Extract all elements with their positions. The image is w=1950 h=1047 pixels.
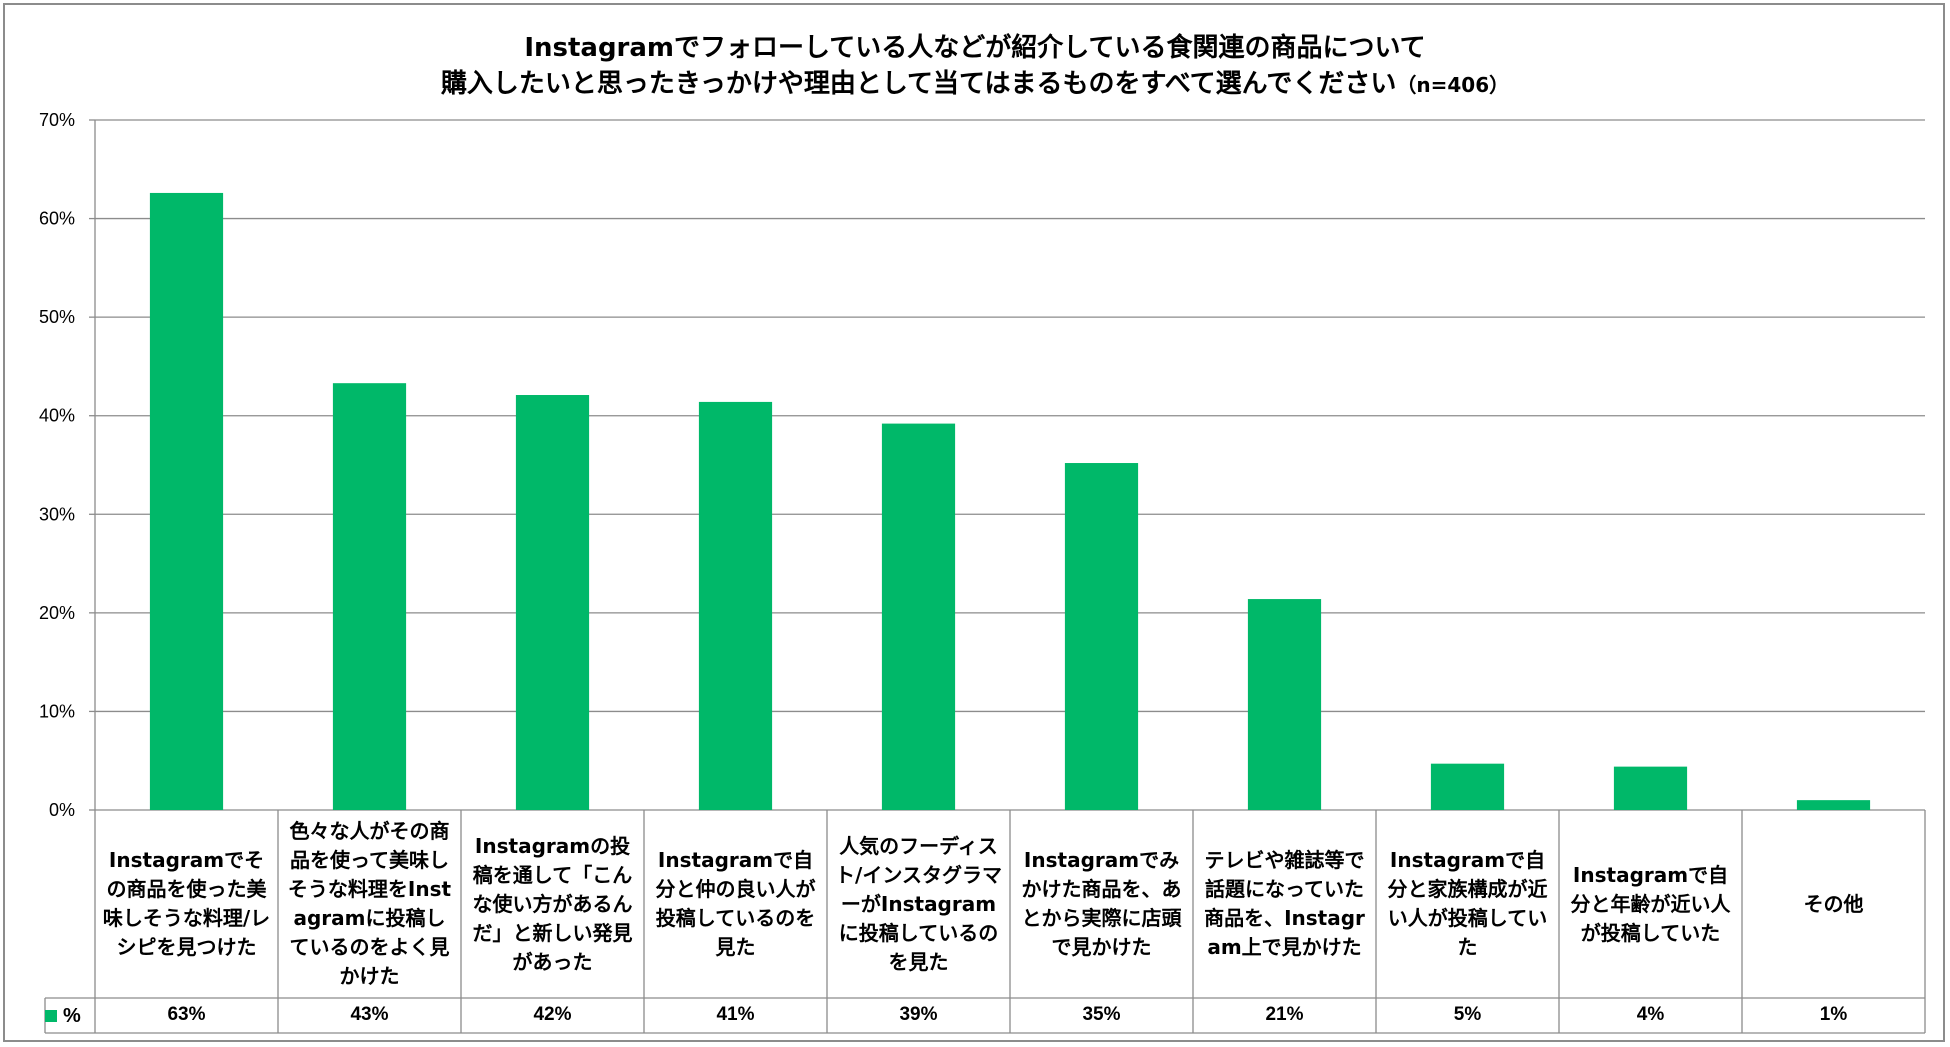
category-label: Instagramで自分と年齢が近い人が投稿していた [1570,862,1731,945]
legend: % [45,1001,95,1031]
value-label: 4% [1636,1004,1665,1025]
bar [332,383,407,810]
chart-title-n: （n=406） [1396,73,1510,97]
y-tick-label: 20% [39,603,75,623]
bar [1247,599,1322,810]
value-label: 5% [1453,1004,1482,1025]
bar [1064,463,1139,810]
y-tick-label: 30% [39,504,75,524]
bar [698,401,773,810]
category-label: Instagramでその商品を使った美味しそうな料理/レシピを見つけた [102,848,271,959]
chart-title: Instagramでフォローしている人などが紹介している食関連の商品について 購… [0,30,1950,103]
y-tick-label: 60% [39,209,75,229]
bar [1430,763,1505,810]
category-label: その他 [1803,891,1864,916]
category-label: Instagramの投稿を通して「こんな使い方があるんだ」と新しい発見があった [472,833,633,974]
bar [1613,766,1688,810]
value-label: 35% [1082,1004,1121,1025]
category-label: Instagramで自分と家族構成が近い人が投稿していた [1387,848,1548,959]
chart-title-line2: 購入したいと思ったきっかけや理由として当てはまるものをすべて選んでください（n=… [0,66,1950,103]
value-label: 42% [533,1004,572,1025]
bar [149,192,224,810]
value-label: 39% [899,1004,938,1025]
chart-title-line2-text: 購入したいと思ったきっかけや理由として当てはまるものをすべて選んでください [440,69,1397,99]
value-label: 21% [1265,1004,1304,1025]
bar [1796,800,1871,810]
legend-swatch [45,1010,57,1022]
category-label: Instagramでみかけた商品を、あとから実際に店頭で見かけた [1021,848,1182,959]
value-label: 63% [167,1004,206,1025]
chart-frame [3,3,1945,1042]
category-label: 人気のフーディスト/インスタグラマーがInstagramに投稿しているのを見た [835,833,1002,974]
legend-label: % [63,1004,81,1027]
bar [881,423,956,810]
value-label: 41% [716,1004,755,1025]
category-label: Instagramで自分と仲の良い人が投稿しているのを見た [655,848,816,959]
value-label: 1% [1819,1004,1848,1025]
value-label: 43% [350,1004,389,1025]
y-tick-label: 0% [49,800,75,820]
bar [515,395,590,810]
y-tick-label: 70% [39,110,75,130]
category-label: 色々な人がその商品を使って美味しそうな料理をInstagramに投稿しているのを… [287,819,452,988]
y-tick-label: 50% [39,307,75,327]
chart-title-line1: Instagramでフォローしている人などが紹介している食関連の商品について [524,33,1426,63]
category-label: テレビや雑誌等で話題になっていた商品を、Instagram上で見かけた [1204,848,1365,959]
y-tick-label: 40% [39,406,75,426]
y-tick-label: 10% [39,701,75,721]
